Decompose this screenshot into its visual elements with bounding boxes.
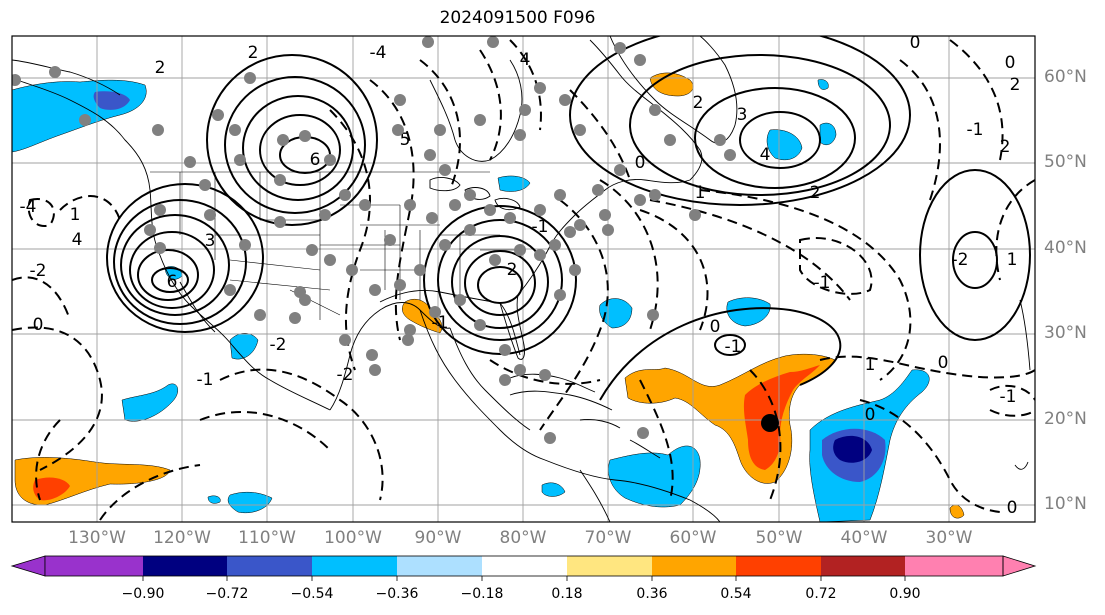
colorbar xyxy=(10,555,1037,581)
political-borders xyxy=(150,171,520,320)
lat-label: 20°N xyxy=(1044,409,1087,429)
contour-label: 6 xyxy=(167,272,178,292)
lon-label: 110°W xyxy=(238,528,296,548)
contour-label: -2 xyxy=(337,365,354,385)
contour-label: 1 xyxy=(695,183,706,203)
contour-label: -2 xyxy=(30,261,47,281)
colorbar-tick-label: −0.90 xyxy=(121,586,165,602)
contour-label: 2 xyxy=(1010,75,1021,95)
contour-label: 1 xyxy=(70,205,81,225)
lon-label: 30°W xyxy=(925,528,973,548)
colorbar-tick-label: −0.36 xyxy=(375,586,419,602)
contour-label: 0 xyxy=(33,315,44,335)
storm-center-marker xyxy=(761,414,779,432)
lon-label: 90°W xyxy=(414,528,462,548)
lon-label: 100°W xyxy=(324,528,382,548)
lon-label: 80°W xyxy=(499,528,547,548)
contour-label: 1 xyxy=(1007,250,1018,270)
contour-label: 4 xyxy=(72,230,83,250)
contour-label: 3 xyxy=(737,105,748,125)
colorbar-extend-high xyxy=(1002,555,1037,577)
contour-label: 2 xyxy=(810,183,821,203)
colorbar-tick-label: −0.72 xyxy=(205,586,249,602)
contour-label: 2 xyxy=(248,43,259,63)
colorbar-segment xyxy=(821,556,905,576)
contour-label: -1 xyxy=(967,120,984,140)
contour-label: -1 xyxy=(814,273,831,293)
contour-label: -1 xyxy=(725,337,742,357)
lon-label: 40°W xyxy=(840,528,888,548)
colorbar-segment xyxy=(482,556,567,576)
colorbar-tick-label: 0.72 xyxy=(805,586,837,602)
contour-label: 0 xyxy=(938,353,949,373)
contour-label: 4 xyxy=(520,50,531,70)
station-markers xyxy=(12,36,736,444)
colorbar-tick-label: 0.18 xyxy=(551,586,583,602)
contour-label: -1 xyxy=(532,217,549,237)
contour-label: -4 xyxy=(20,197,37,217)
dashed-contours xyxy=(12,39,1035,521)
lon-label: 60°W xyxy=(669,528,717,548)
contour-label: 6 xyxy=(310,150,321,170)
colorbar-extend-low xyxy=(10,555,46,577)
map-title: 2024091500 F096 xyxy=(439,8,596,28)
colorbar-segment xyxy=(397,556,482,576)
colorbar-tick-label: −0.18 xyxy=(460,586,504,602)
red-region-pacific xyxy=(33,477,70,501)
colorbar-tick-label: −0.54 xyxy=(290,586,334,602)
contour-label: -1 xyxy=(1000,387,1017,407)
contour-label: 2 xyxy=(507,260,518,280)
contour-label: 1 xyxy=(865,355,876,375)
contour-label: 0 xyxy=(635,153,646,173)
colorbar-segment xyxy=(567,556,652,576)
contour-label: 2 xyxy=(693,93,704,113)
colorbar-segment xyxy=(312,556,397,576)
colorbar-segment xyxy=(143,556,227,576)
strong-positive-region xyxy=(743,365,820,470)
lat-label: 60°N xyxy=(1044,67,1087,87)
strongest-negative-region xyxy=(833,435,872,463)
contour-label: -2 xyxy=(270,335,287,355)
contour-label: 0 xyxy=(1007,498,1018,518)
contour-labels: 0 -2 1 -4 4 6 3 6 2 2 -4 5 2 -2 -2 -1 -1… xyxy=(20,33,1021,518)
lat-label: 50°N xyxy=(1044,152,1087,172)
lon-label: 70°W xyxy=(584,528,632,548)
colorbar-tick-label: 0.36 xyxy=(636,586,668,602)
contour-label: 0 xyxy=(910,33,921,53)
colorbar-segment xyxy=(45,556,143,576)
contour-label: -1 xyxy=(197,370,214,390)
contour-label: 0 xyxy=(1005,53,1016,73)
contour-label: -4 xyxy=(370,43,387,63)
contour-label: -2 xyxy=(952,250,969,270)
colorbar-segment xyxy=(652,556,736,576)
colorbar-segment xyxy=(905,556,1003,576)
colorbar-segment xyxy=(227,556,312,576)
contour-label: 0 xyxy=(865,405,876,425)
lat-label: 40°N xyxy=(1044,238,1087,258)
contour-label: 3 xyxy=(205,231,216,251)
colorbar-tick-label: 0.90 xyxy=(889,586,921,602)
lon-label: 50°W xyxy=(755,528,803,548)
solid-contours xyxy=(106,36,1031,401)
shaded-regions xyxy=(12,72,965,522)
contour-label: -1 xyxy=(432,313,449,333)
contour-label: 0 xyxy=(710,317,721,337)
contour-label: 4 xyxy=(760,145,771,165)
contour-label: 2 xyxy=(1000,137,1011,157)
lat-label: 30°N xyxy=(1044,323,1087,343)
lat-label: 10°N xyxy=(1044,494,1087,514)
contour-label: 5 xyxy=(400,130,411,150)
colorbar-segment xyxy=(736,556,821,576)
colorbar-tick-label: 0.54 xyxy=(720,586,752,602)
lon-label: 130°W xyxy=(68,528,126,548)
contour-label: 2 xyxy=(155,58,166,78)
graticule xyxy=(12,36,1035,522)
lon-label: 120°W xyxy=(153,528,211,548)
